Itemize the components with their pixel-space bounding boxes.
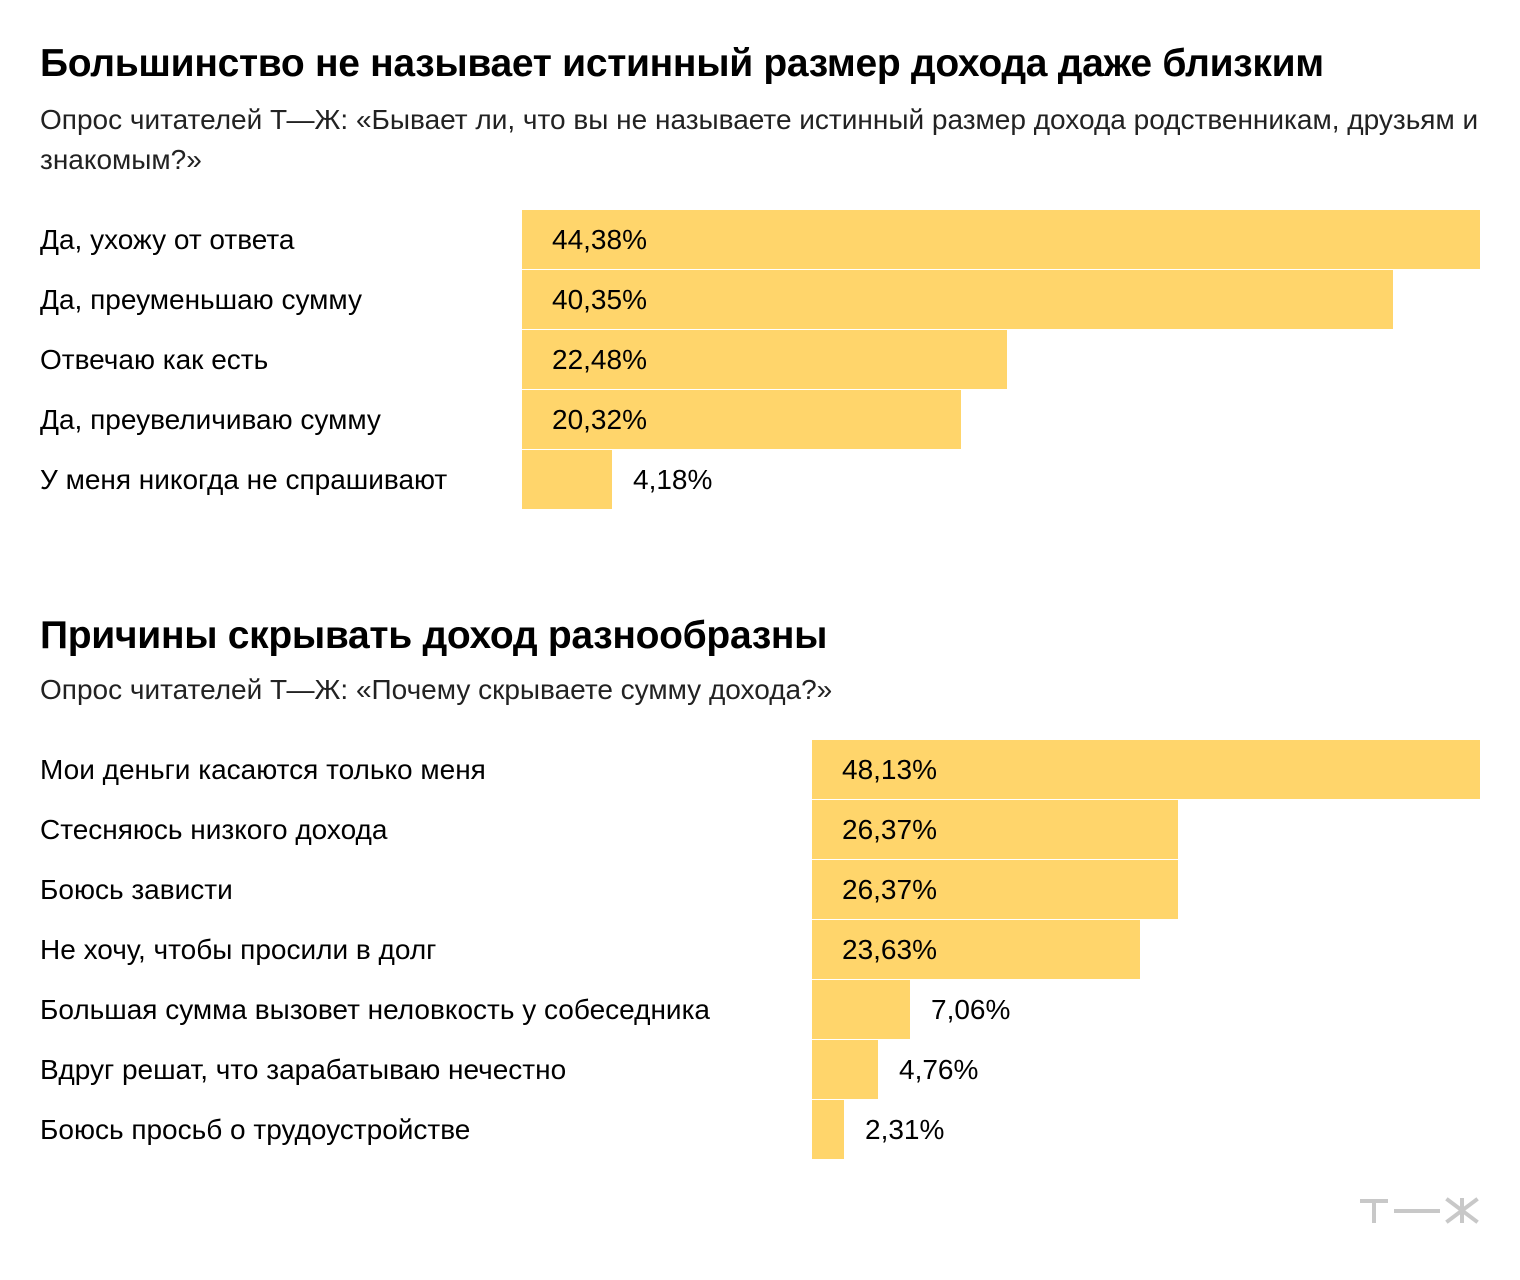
value-label: 26,37% [842,814,937,845]
tzh-logo-icon [1360,1197,1479,1224]
value-label: 40,35% [552,284,647,315]
category-label: Да, преувеличиваю сумму [40,404,381,435]
chart-subtitle: Опрос читателей Т—Ж: «Почему скрываете с… [40,674,833,705]
bar-row: Большая сумма вызовет неловкость у собес… [0,980,1520,1040]
bar-row: Боюсь зависти 26,37% [0,860,1520,920]
value-label: 48,13% [842,754,937,785]
category-label: Боюсь зависти [40,874,233,905]
bar [812,740,1480,799]
chart-title: Большинство не называет истинный размер … [40,42,1324,85]
bar [812,800,1178,859]
bar-row: Да, ухожу от ответа 44,38% [0,210,1520,270]
chart-title: Причины скрывать доход разнообразны [40,614,828,657]
bar [812,1100,844,1159]
chart-subtitle: Опрос читателей Т—Ж: «Бывает ли, что вы … [40,104,1479,175]
bar [522,450,612,509]
category-label: Да, ухожу от ответа [40,224,295,255]
value-label: 23,63% [842,934,937,965]
bar [812,920,1140,979]
category-label: Боюсь просьб о трудоустройстве [40,1114,471,1145]
category-label: У меня никогда не спрашивают [40,464,448,495]
value-label: 20,32% [552,404,647,435]
bar-row: Мои деньги касаются только меня 48,13% [0,740,1520,800]
value-label: 44,38% [552,224,647,255]
bar-row: Да, преуменьшаю сумму 40,35% [0,270,1520,330]
bar-row: Вдруг решат, что зарабатываю нечестно 4,7… [0,1040,1520,1100]
category-label: Большая сумма вызовет неловкость у собес… [40,994,711,1025]
bar-chart-income-disclosure: Да, ухожу от ответа 44,38% Да, преуменьшаю… [0,210,1520,510]
value-label: 7,06% [931,994,1011,1025]
bar [522,270,1393,329]
bar [812,1040,878,1099]
value-label: 4,18% [633,464,713,495]
bar-row: У меня никогда не спрашивают 4,18% [0,450,1520,510]
value-label: 2,31% [865,1114,945,1145]
bar [812,980,910,1039]
bar-chart-hiding-reasons: Мои деньги касаются только меня 48,13% Сте… [0,740,1520,1160]
category-label: Вдруг решат, что зарабатываю нечестно [40,1054,567,1085]
bar-row: Не хочу, чтобы просили в долг 23,63% [0,920,1520,980]
category-label: Мои деньги касаются только меня [40,754,486,785]
bar [812,860,1178,919]
bar-row: Боюсь просьб о трудоустройстве 2,31% [0,1100,1520,1160]
value-label: 26,37% [842,874,937,905]
bar [522,210,1480,269]
bar-row: Стесняюсь низкого дохода 26,37% [0,800,1520,860]
bar [522,390,961,449]
bar [522,330,1007,389]
value-label: 22,48% [552,344,647,375]
category-label: Да, преуменьшаю сумму [40,284,362,315]
bar-row: Да, преувеличиваю сумму 20,32% [0,390,1520,450]
value-label: 4,76% [899,1054,979,1085]
category-label: Стесняюсь низкого дохода [40,814,388,845]
category-label: Не хочу, чтобы просили в долг [40,934,437,965]
bar-row: Отвечаю как есть 22,48% [0,330,1520,390]
category-label: Отвечаю как есть [40,344,269,375]
